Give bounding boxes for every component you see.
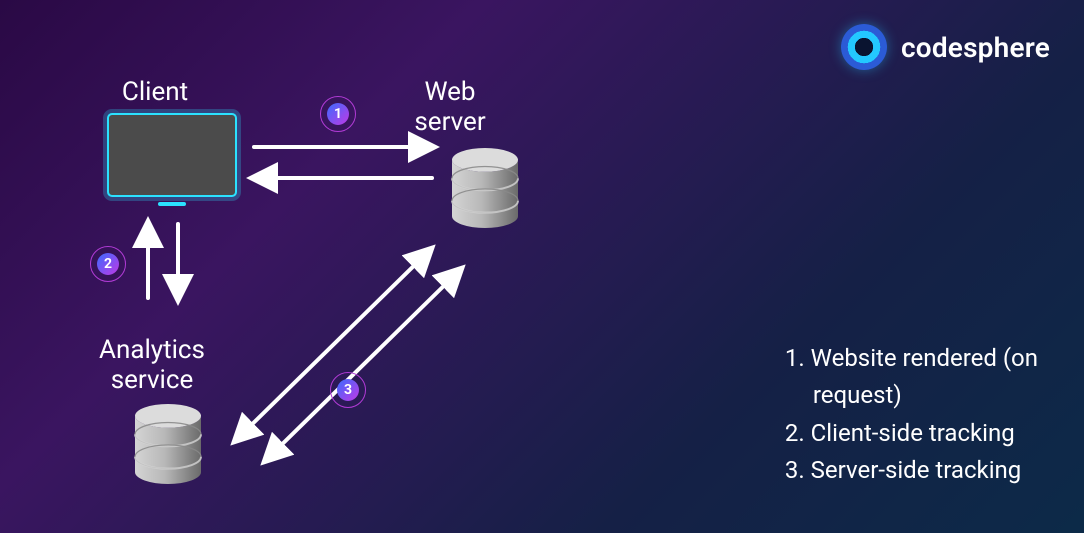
step-badge-1: 1 <box>320 96 356 132</box>
brand-name: codesphere <box>901 31 1050 64</box>
legend-item-3: 3. Server-side tracking <box>785 452 1038 489</box>
legend-1-text: Website rendered (on <box>811 344 1038 372</box>
legend-1-text-cont: request) <box>785 377 1038 414</box>
database-icon <box>135 404 201 484</box>
legend-item-2: 2. Client-side tracking <box>785 415 1038 452</box>
brand-logo: codesphere <box>841 24 1050 70</box>
diagram-stage: codesphere Client Web server Analytics s… <box>0 0 1084 533</box>
step-badge-3: 3 <box>330 372 366 408</box>
step-badge-3-label: 3 <box>337 379 359 401</box>
legend-2-num: 2 <box>785 419 799 447</box>
legend-2-text: Client-side tracking <box>811 419 1015 447</box>
analytics-label: Analytics service <box>72 336 232 396</box>
step-badge-2-label: 2 <box>97 253 119 275</box>
legend-3-text: Server-side tracking <box>811 456 1022 484</box>
client-label: Client <box>75 78 235 108</box>
legend-1-num: 1 <box>785 344 799 372</box>
step-badge-1-label: 1 <box>327 103 349 125</box>
database-icon <box>452 148 518 228</box>
brand-ring-icon <box>841 24 887 70</box>
legend: 1. Website rendered (on request) 2. Clie… <box>785 340 1038 489</box>
step-badge-2: 2 <box>90 246 126 282</box>
monitor-icon <box>106 112 238 206</box>
web-server-label: Web server <box>370 78 530 138</box>
legend-3-num: 3 <box>785 456 799 484</box>
arrows-group <box>148 147 460 460</box>
legend-item-1: 1. Website rendered (on request) <box>785 340 1038 414</box>
